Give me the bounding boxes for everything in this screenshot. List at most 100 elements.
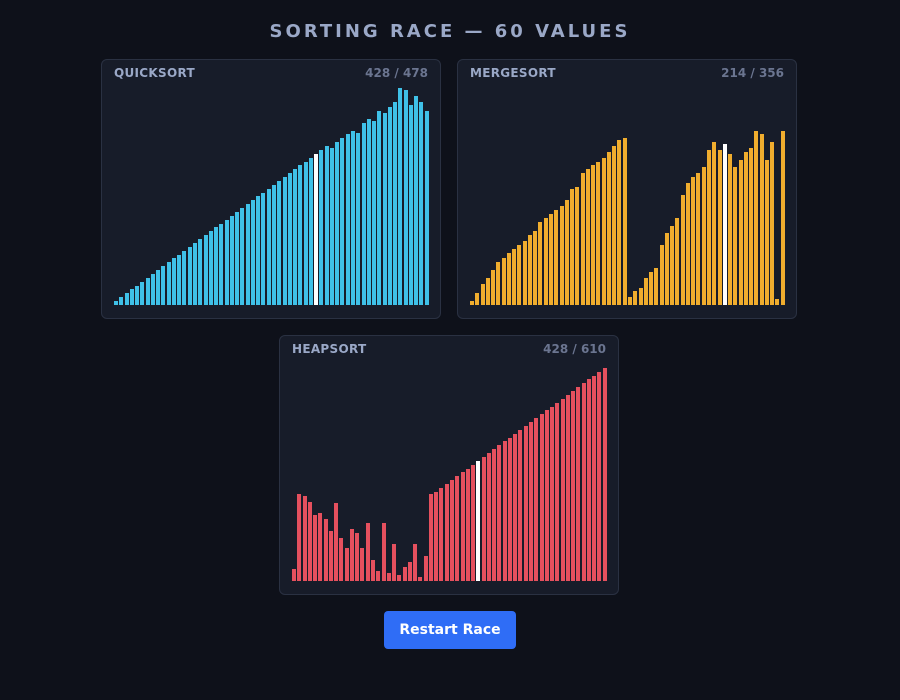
sort-bar — [586, 379, 591, 581]
sort-bar — [161, 266, 166, 305]
sort-bar — [187, 247, 192, 305]
sort-bar — [513, 434, 518, 581]
sort-bar — [533, 231, 538, 305]
sort-bar — [224, 220, 229, 305]
mergesort-panel: MERGESORT 214 / 356 — [457, 59, 797, 319]
sort-bar — [366, 119, 371, 305]
sort-bar — [292, 569, 296, 581]
sort-bar — [554, 210, 559, 305]
sort-bar — [470, 301, 474, 305]
sort-bar — [219, 224, 224, 305]
sort-bar — [376, 571, 381, 581]
progress-counter-mergesort: 214 / 356 — [721, 66, 784, 80]
sort-bar — [302, 496, 307, 581]
sort-bar — [633, 291, 638, 305]
sort-bar — [214, 227, 219, 305]
sort-bar — [397, 575, 402, 581]
sort-bar — [606, 152, 611, 305]
sort-bar — [506, 253, 511, 305]
sort-bar — [722, 144, 727, 305]
sort-bar — [381, 523, 386, 581]
sort-bar — [140, 282, 145, 305]
sort-bar — [502, 441, 507, 581]
sort-bar — [654, 268, 659, 305]
sort-bar — [471, 465, 476, 581]
sort-bar — [486, 453, 491, 581]
sort-bar — [323, 519, 328, 581]
sort-bar — [402, 567, 407, 581]
sort-bar — [328, 531, 333, 581]
sort-bar — [418, 577, 423, 581]
sort-bar — [560, 399, 565, 581]
sort-bar — [340, 138, 345, 305]
sort-bar — [266, 189, 271, 305]
sort-bar — [407, 562, 412, 581]
sort-bar — [738, 160, 743, 305]
sort-bar — [372, 121, 377, 305]
sort-bar — [691, 177, 696, 305]
panel-title-heapsort: HEAPSORT — [292, 342, 367, 356]
sort-bar — [318, 513, 323, 581]
sort-bar — [507, 438, 512, 581]
sort-bar — [534, 418, 539, 581]
sort-bar — [649, 272, 654, 305]
sort-bar — [475, 293, 480, 305]
sort-bar — [166, 262, 171, 305]
sort-bar — [413, 544, 418, 581]
sort-bar — [592, 376, 597, 581]
sort-bar — [485, 278, 490, 305]
sort-bar — [177, 255, 182, 305]
sort-bar — [501, 258, 506, 305]
sort-bar — [182, 251, 187, 305]
heapsort-panel: HEAPSORT 428 / 610 — [279, 335, 619, 595]
bar-chart-heapsort — [292, 364, 608, 581]
sort-bar — [570, 189, 575, 305]
sort-bar — [240, 208, 245, 305]
sort-bar — [523, 426, 528, 581]
sort-bar — [696, 173, 701, 305]
sort-bar — [675, 218, 680, 305]
sort-bar — [664, 233, 669, 305]
sort-bar — [250, 200, 255, 305]
sort-bar — [345, 134, 350, 305]
sort-bar — [754, 131, 759, 305]
sort-bar — [349, 529, 354, 581]
sort-bar — [356, 133, 361, 305]
sort-bar — [419, 102, 424, 305]
sort-bar — [303, 162, 308, 305]
sort-bar — [245, 204, 250, 305]
page-title: SORTING RACE — 60 VALUES — [269, 21, 631, 42]
sort-bar — [612, 146, 617, 305]
sort-bar — [733, 167, 738, 305]
sort-bar — [728, 154, 733, 305]
sort-bar — [602, 368, 607, 581]
sort-bar — [377, 111, 382, 305]
sort-bar — [360, 548, 365, 581]
sort-bar — [576, 387, 581, 581]
sort-bar — [313, 515, 318, 581]
sort-bar — [129, 289, 134, 305]
sort-bar — [434, 492, 439, 581]
sort-bar — [282, 177, 287, 305]
sort-bar — [775, 299, 780, 305]
sort-bar — [496, 262, 501, 305]
progress-counter-quicksort: 428 / 478 — [365, 66, 428, 80]
sort-bar — [749, 148, 754, 305]
sort-bar — [628, 297, 632, 305]
sort-bar — [480, 284, 485, 305]
sort-bar — [527, 235, 532, 305]
sort-bar — [571, 391, 576, 581]
sort-bar — [597, 372, 602, 581]
sort-bar — [444, 484, 449, 581]
restart-race-button[interactable]: Restart Race — [384, 611, 516, 649]
sort-bar — [393, 102, 398, 305]
sort-bar — [450, 480, 454, 581]
sort-bar — [229, 216, 234, 305]
sort-bar — [622, 138, 627, 305]
sort-bar — [361, 123, 366, 305]
sort-bar — [335, 142, 340, 305]
sort-bar — [314, 154, 319, 305]
sort-bar — [707, 150, 711, 305]
quicksort-panel: QUICKSORT 428 / 478 — [101, 59, 441, 319]
sort-bar — [670, 226, 675, 305]
